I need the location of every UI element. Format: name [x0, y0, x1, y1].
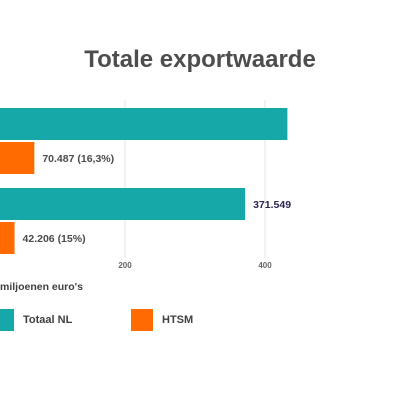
legend-swatch-totaal-nl	[0, 309, 14, 331]
legend-label-htsm: HTSM	[162, 314, 194, 326]
data-label-htsm-0: 70.487 (16,3%)	[42, 153, 114, 165]
bar-htsm-1	[0, 222, 15, 254]
data-label-totaal-nl-1: 371.549	[253, 199, 291, 211]
unit-note: miljoenen euro's	[0, 281, 84, 293]
legend-swatch-htsm	[131, 309, 153, 331]
bar-htsm-0	[0, 142, 35, 174]
x-tick-400: 400	[258, 261, 272, 270]
bar-totaal-nl-0	[0, 108, 288, 140]
x-tick-200: 200	[118, 261, 132, 270]
legend-item-totaal-nl: Totaal NL	[0, 309, 72, 331]
legend-label-totaal-nl: Totaal NL	[23, 314, 73, 326]
chart-title: Totale exportwaarde	[84, 46, 316, 73]
bar-totaal-nl-1	[0, 188, 246, 220]
legend-item-htsm: HTSM	[131, 309, 193, 331]
data-label-htsm-1: 42.206 (15%)	[23, 233, 86, 245]
